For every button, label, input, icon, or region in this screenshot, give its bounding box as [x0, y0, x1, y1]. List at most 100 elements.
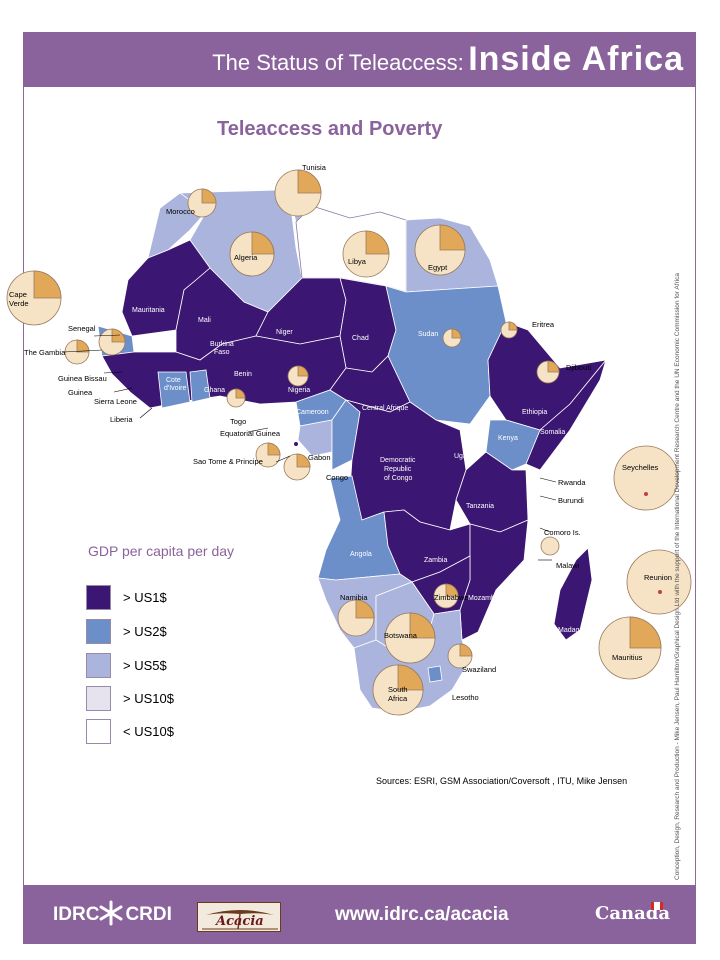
label-burkina-1: Burkina	[210, 341, 234, 348]
pie-egypt[interactable]	[414, 224, 466, 276]
crdi-text: CRDI	[125, 904, 172, 925]
pie-mauritius[interactable]	[598, 616, 662, 680]
pie-cape-verde[interactable]	[6, 270, 62, 326]
pie-zimbabwe[interactable]	[433, 583, 459, 609]
label-botswana: Botswana	[384, 631, 418, 640]
label-burkina-2: Faso	[214, 349, 230, 356]
label-chad: Chad	[352, 335, 369, 342]
country-labels: Tunisia Morocco Algeria Libya Egypt Cape…	[9, 163, 672, 703]
country-sudan[interactable]	[385, 285, 507, 425]
label-nigeria: Nigeria	[288, 387, 310, 394]
legend-label: > US2$	[123, 624, 167, 639]
label-gambia: The Gambia	[24, 348, 66, 357]
header-banner: The Status of Teleaccess: Inside Africa	[23, 32, 696, 87]
country-somalia[interactable]	[525, 359, 607, 471]
pie-eritrea[interactable]	[500, 321, 518, 339]
label-mali: Mali	[198, 317, 211, 324]
legend-swatch	[86, 585, 111, 610]
pie-botswana[interactable]	[384, 612, 436, 664]
label-guinea-bissau: Guinea Bissau	[58, 374, 107, 383]
label-tunisia: Tunisia	[302, 163, 327, 172]
pie-nigeria[interactable]	[287, 365, 309, 387]
label-zambia: Zambia	[424, 557, 447, 564]
map-title: Teleaccess and Poverty	[217, 118, 443, 140]
label-kenya: Kenya	[498, 435, 518, 442]
footer-url-link[interactable]: www.idrc.ca/acacia	[335, 904, 509, 925]
country-ghana[interactable]	[189, 369, 211, 403]
poster-title: The Status of Teleaccess: Inside Africa	[212, 40, 684, 79]
pie-seychelles[interactable]	[613, 445, 679, 511]
country-cote-divoire[interactable]	[157, 371, 191, 409]
pie-markers	[6, 169, 692, 716]
label-south-africa-2: Africa	[388, 694, 408, 703]
label-mauritius: Mauritius	[612, 653, 643, 662]
pie-morocco[interactable]	[187, 188, 217, 218]
legend-label: < US10$	[123, 724, 174, 739]
pie-equatorial-guinea[interactable]	[255, 442, 281, 468]
label-algeria: Algeria	[234, 253, 258, 262]
label-cote-1: Cote	[166, 377, 181, 384]
leader-lines	[63, 334, 557, 561]
pie-reunion[interactable]	[626, 549, 692, 615]
label-eritrea: Eritrea	[532, 320, 555, 329]
country-lesotho[interactable]	[427, 665, 443, 683]
pie-tunisia[interactable]	[274, 169, 322, 217]
pie-algeria[interactable]	[229, 231, 275, 277]
acacia-logo[interactable]: Acacia	[197, 902, 281, 932]
label-egypt: Egypt	[428, 263, 448, 272]
country-madagascar[interactable]	[553, 547, 593, 641]
island-sao-tome[interactable]	[294, 442, 298, 446]
label-burundi: Burundi	[558, 496, 584, 505]
label-south-africa-1: South	[388, 685, 408, 694]
label-sao-tome: Sao Tome & Principe	[193, 457, 263, 466]
label-mauritania: Mauritania	[132, 307, 165, 314]
label-drc-1: Democratic	[380, 457, 416, 464]
acacia-text: Acacia	[216, 914, 264, 929]
label-uganda: Uganda	[454, 453, 479, 460]
label-liberia: Liberia	[110, 415, 133, 424]
label-mozambique: Mozambique	[468, 595, 508, 602]
acacia-tree-icon	[202, 910, 278, 930]
label-libya: Libya	[348, 257, 367, 266]
label-djibouti: Djibouti	[566, 363, 591, 372]
snowflake-icon	[99, 900, 123, 926]
label-reunion: Reunion	[644, 573, 672, 582]
pie-south-africa[interactable]	[372, 664, 424, 716]
legend-swatch	[86, 619, 111, 644]
poster-title-prefix: The Status of Teleaccess:	[212, 50, 464, 75]
label-rwanda: Rwanda	[558, 478, 586, 487]
legend-swatch	[86, 686, 111, 711]
country-gabon[interactable]	[297, 419, 333, 457]
label-senegal: Senegal	[68, 324, 96, 333]
label-malawi: Malawi	[556, 561, 580, 570]
pie-djibouti[interactable]	[536, 360, 560, 384]
label-gabon: Gabon	[308, 453, 331, 462]
pie-swaziland[interactable]	[447, 643, 473, 669]
pie-gambia[interactable]	[64, 339, 90, 365]
label-madagascar: Madagascar	[558, 627, 597, 634]
label-zimbabwe: Zimbabwe	[434, 593, 469, 602]
pie-comoro[interactable]	[540, 536, 560, 556]
sources-note: Sources: ESRI, GSM Association/Coversoft…	[376, 776, 628, 786]
label-angola: Angola	[350, 551, 372, 558]
pie-namibia[interactable]	[337, 599, 375, 637]
pie-senegal[interactable]	[98, 328, 126, 356]
idrc-logo[interactable]: IDRC CRDI	[53, 904, 172, 926]
label-benin: Benin	[234, 371, 252, 378]
label-somalia: Somalia	[540, 429, 565, 436]
pie-sao-tome[interactable]	[283, 453, 311, 481]
footer-bar: IDRC CRDI Acacia www.idrc.ca/acacia Canad…	[23, 885, 696, 944]
legend-title: GDP per capita per day	[88, 543, 235, 559]
label-tanzania: Tanzania	[466, 503, 494, 510]
label-morocco: Morocco	[166, 207, 195, 216]
label-cape-verde-1: Cape	[9, 290, 27, 299]
pie-libya[interactable]	[342, 230, 390, 278]
label-swaziland: Swaziland	[462, 665, 496, 674]
pie-ghana[interactable]	[226, 388, 246, 408]
legend-label: > US10$	[123, 691, 174, 706]
credit-note: Conception, Design, Research and Product…	[674, 273, 681, 880]
pie-sudan[interactable]	[442, 328, 462, 348]
poster-title-main: Inside Africa	[468, 40, 684, 78]
label-eq-guinea: Equatorial Guinea	[220, 429, 281, 438]
